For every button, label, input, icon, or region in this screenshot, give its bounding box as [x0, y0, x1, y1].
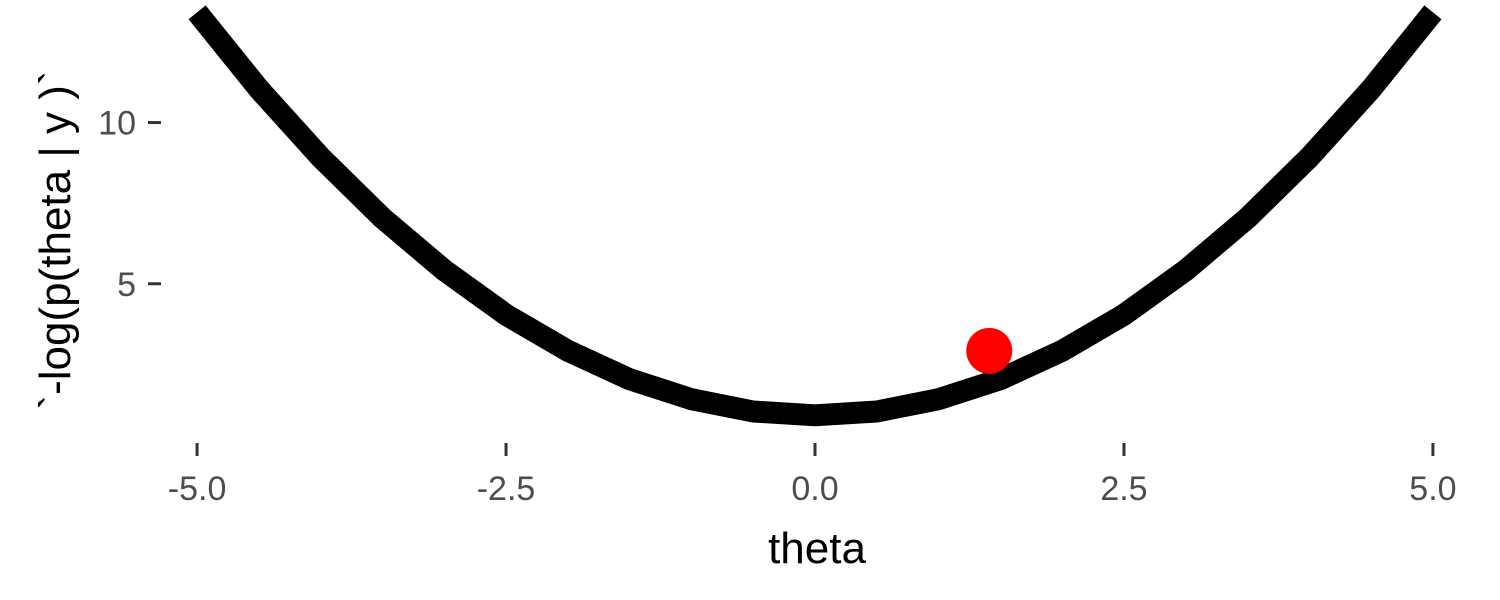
y-tick-label: 10: [98, 105, 136, 143]
y-axis: 5 10: [98, 105, 161, 304]
x-tick-label: 5.0: [1409, 470, 1456, 508]
x-tick-label: -5.0: [168, 470, 227, 508]
series-line: [188, 5, 1442, 427]
x-axis: -5.0 -2.5 0.0 2.5 5.0: [168, 443, 1457, 508]
x-tick-label: 2.5: [1100, 470, 1147, 508]
data-point: [966, 327, 1013, 374]
x-axis-title: theta: [768, 524, 866, 573]
curve-layer: [188, 5, 1442, 427]
x-tick-label: 0.0: [791, 470, 838, 508]
y-tick-label: 5: [117, 266, 136, 304]
y-axis-title: `-log(p(theta | y )`: [31, 70, 80, 409]
point-layer: [966, 327, 1013, 374]
x-tick-label: -2.5: [477, 470, 536, 508]
